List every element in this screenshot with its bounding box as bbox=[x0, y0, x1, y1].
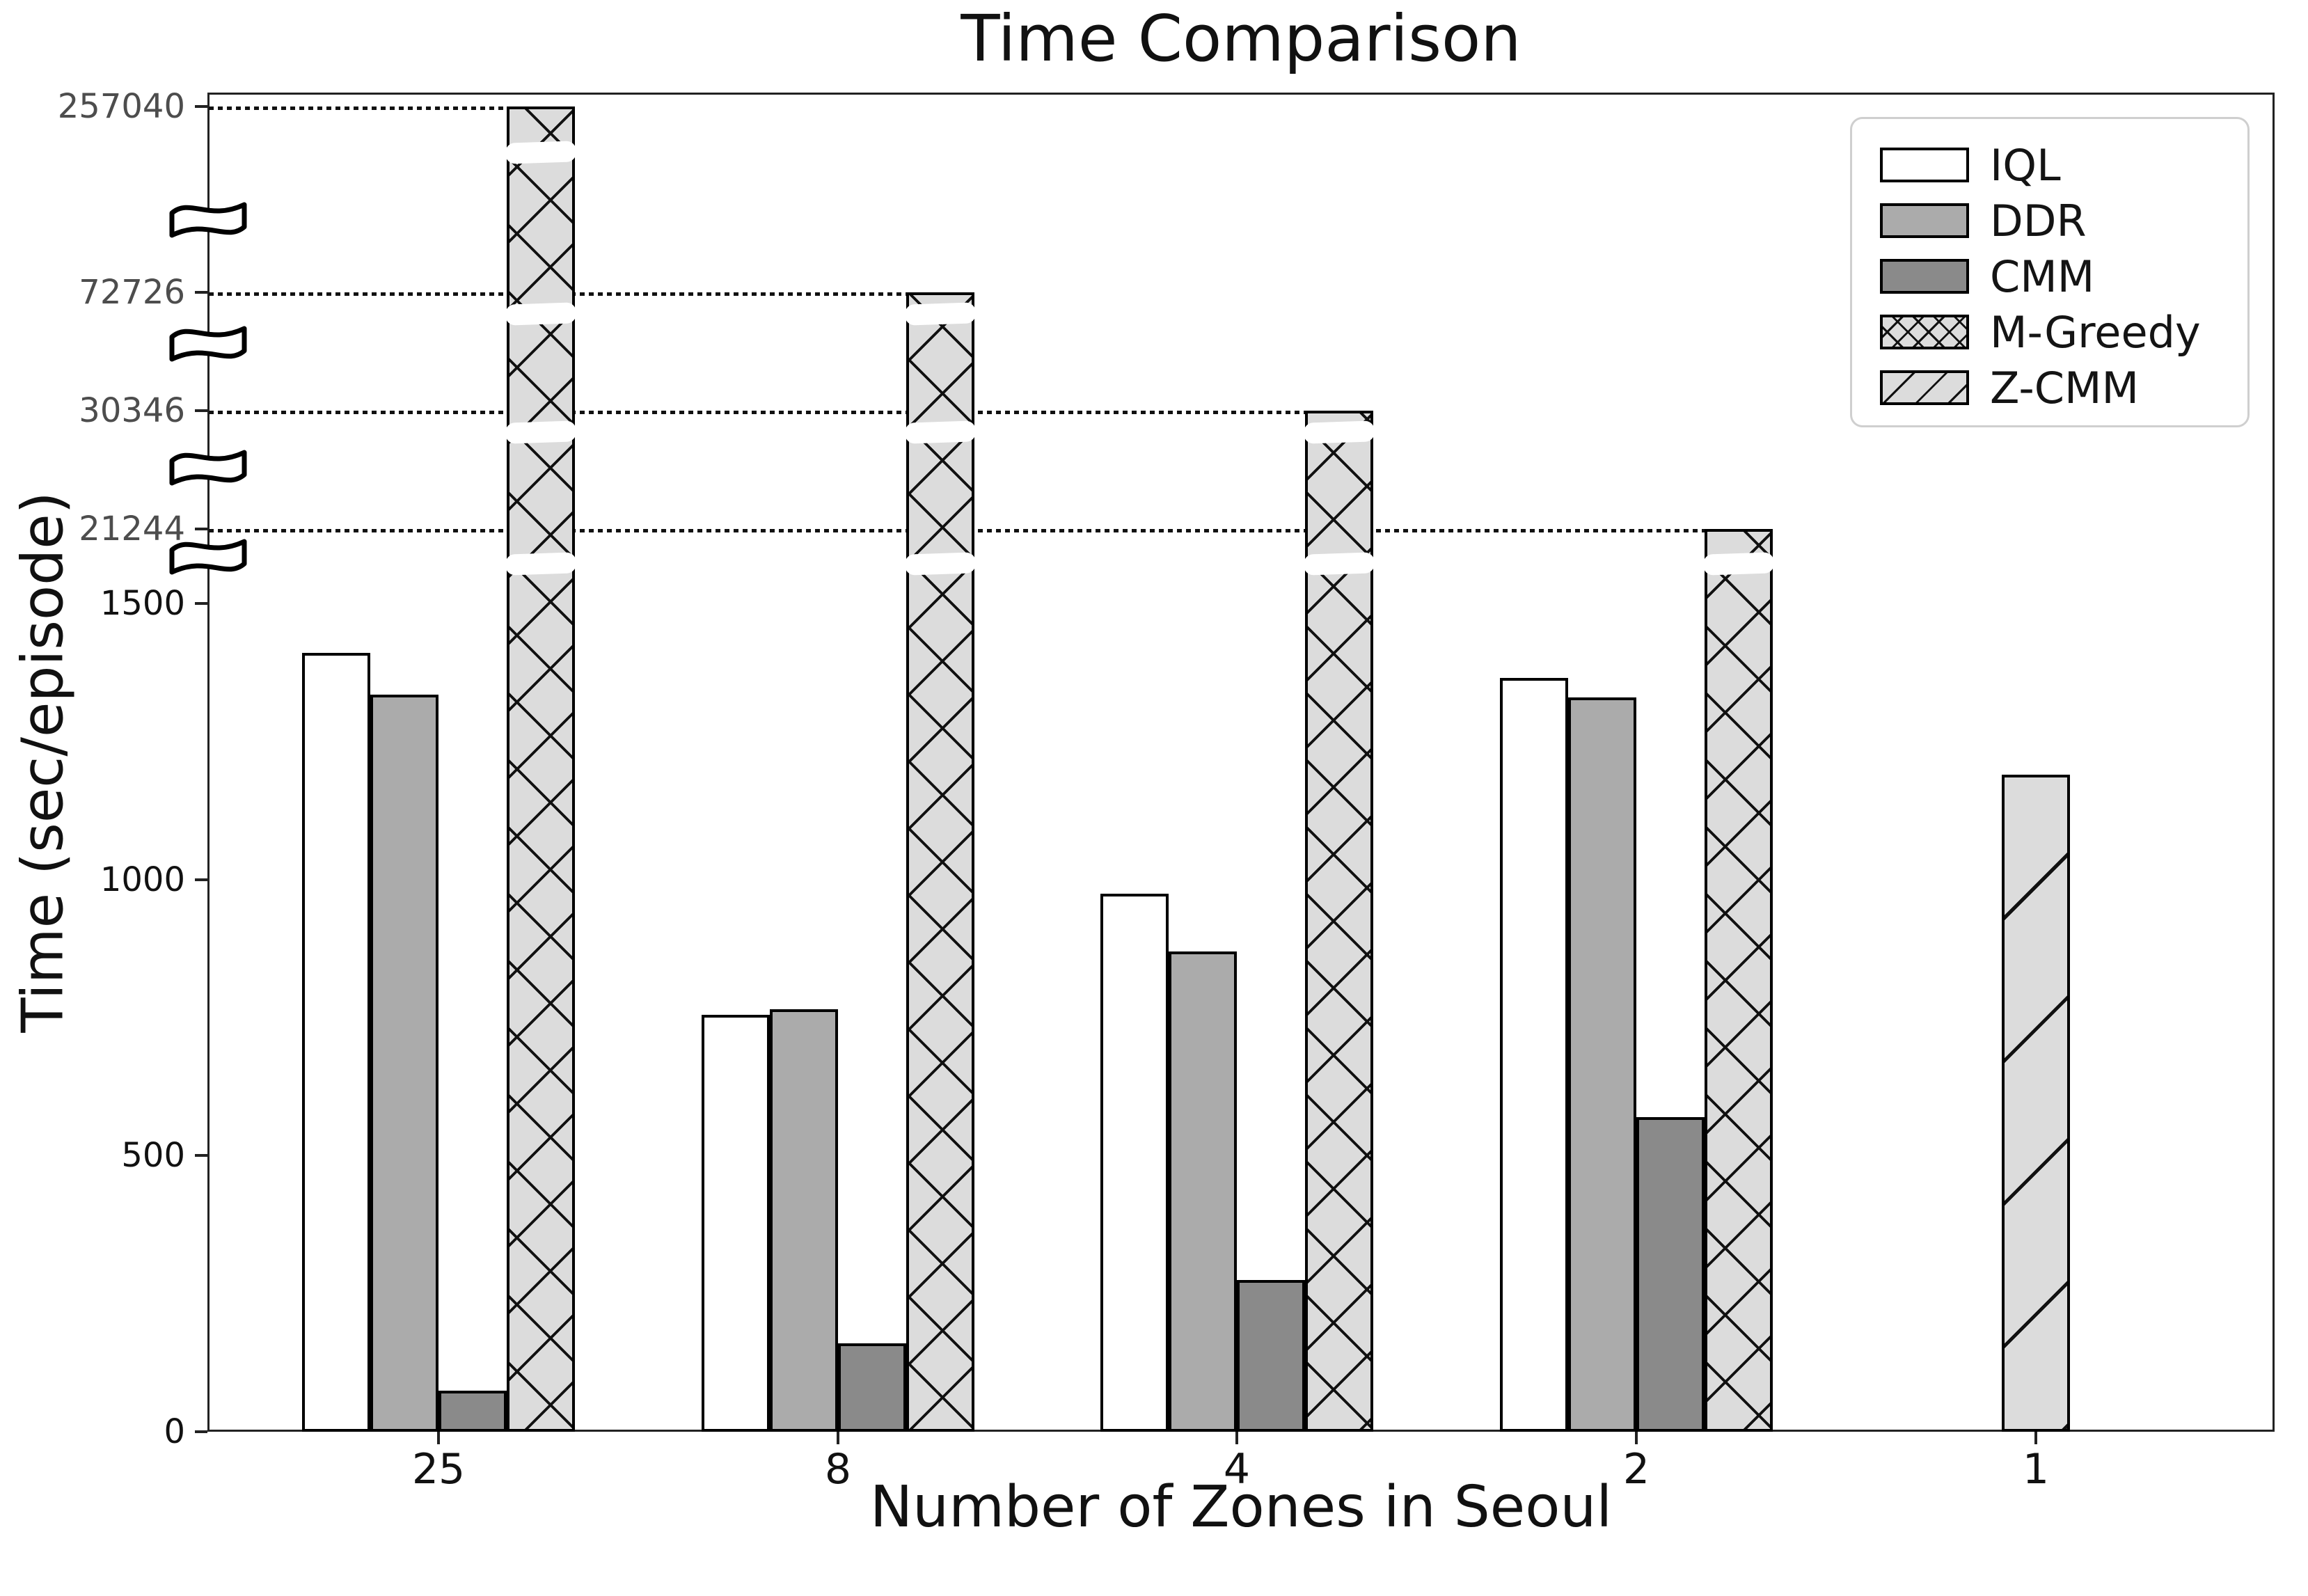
axis-break-icon bbox=[166, 320, 251, 368]
legend-label: Z-CMM bbox=[1990, 362, 2140, 413]
bar-break-gap bbox=[505, 302, 577, 326]
legend-item: DDR bbox=[1880, 193, 2247, 248]
x-tick-label: 2 bbox=[1622, 1445, 1650, 1494]
x-tick-mark bbox=[1635, 1432, 1638, 1444]
bar-ddr-25 bbox=[370, 694, 438, 1432]
bar-break-gap bbox=[505, 552, 577, 576]
x-tick-label: 25 bbox=[411, 1445, 466, 1494]
dotted-guide-line bbox=[209, 106, 507, 110]
bar-break-gap bbox=[1303, 552, 1375, 576]
y-break-tick-mark bbox=[195, 409, 207, 412]
y-break-tick-label: 21244 bbox=[79, 509, 185, 548]
axis-break-icon bbox=[166, 444, 251, 491]
x-tick-mark bbox=[837, 1432, 839, 1444]
dotted-guide-line bbox=[209, 411, 1305, 414]
x-tick-mark bbox=[437, 1432, 440, 1444]
y-tick-mark bbox=[195, 878, 207, 881]
x-axis-label: Number of Zones in Seoul bbox=[869, 1474, 1613, 1540]
y-break-tick-label: 30346 bbox=[79, 391, 185, 430]
bar-cmm-4 bbox=[1237, 1279, 1305, 1432]
bar-break-gap bbox=[1702, 552, 1775, 576]
legend-swatch-cmm bbox=[1880, 259, 1969, 294]
x-tick-mark bbox=[2034, 1432, 2037, 1444]
bar-cmm-2 bbox=[1636, 1116, 1705, 1432]
y-tick-mark bbox=[195, 1430, 207, 1433]
bar-ddr-8 bbox=[770, 1009, 838, 1432]
x-tick-mark bbox=[1235, 1432, 1238, 1444]
legend-label: IQL bbox=[1990, 139, 2061, 191]
bar-break-gap bbox=[505, 141, 577, 164]
bar-break-gap bbox=[904, 552, 977, 576]
x-tick-label: 8 bbox=[824, 1445, 852, 1494]
bar-iql-2 bbox=[1500, 678, 1568, 1432]
legend-item: M-Greedy bbox=[1880, 304, 2247, 360]
bar-break-gap bbox=[1303, 420, 1375, 444]
bar-m-greedy-8 bbox=[904, 292, 977, 1432]
axis-break-icon bbox=[166, 196, 251, 244]
y-break-tick-mark bbox=[195, 528, 207, 530]
y-tick-label: 0 bbox=[164, 1412, 185, 1451]
bar-iql-8 bbox=[702, 1015, 770, 1432]
y-tick-label: 1000 bbox=[100, 860, 185, 899]
y-tick-mark bbox=[195, 1154, 207, 1158]
y-break-tick-label: 257040 bbox=[57, 87, 185, 126]
x-tick-label: 4 bbox=[1223, 1445, 1251, 1494]
y-break-tick-mark bbox=[195, 105, 207, 108]
x-tick-label: 1 bbox=[2022, 1445, 2050, 1494]
legend-swatch-ddr bbox=[1880, 203, 1969, 238]
legend-label: DDR bbox=[1990, 195, 2087, 246]
legend-item: IQL bbox=[1880, 137, 2247, 193]
legend-item: Z-CMM bbox=[1880, 360, 2247, 416]
bar-iql-4 bbox=[1100, 893, 1169, 1432]
y-tick-mark bbox=[195, 602, 207, 605]
bar-cmm-25 bbox=[438, 1390, 507, 1432]
bar-iql-25 bbox=[302, 653, 370, 1432]
bar-break-gap bbox=[904, 420, 977, 444]
bar-ddr-4 bbox=[1169, 951, 1237, 1432]
y-tick-label: 1500 bbox=[100, 584, 185, 623]
chart-title: Time Comparison bbox=[961, 1, 1521, 76]
bar-z-cmm-1 bbox=[2002, 774, 2070, 1432]
legend-swatch-m-greedy bbox=[1880, 315, 1969, 349]
bar-m-greedy-25 bbox=[505, 106, 577, 1432]
bar-cmm-8 bbox=[838, 1343, 906, 1432]
bar-m-greedy-2 bbox=[1702, 529, 1775, 1432]
bar-break-gap bbox=[904, 302, 977, 326]
bar-m-greedy-4 bbox=[1303, 411, 1375, 1432]
legend: IQL DDR CMM M-Greedy Z-CMM bbox=[1850, 117, 2250, 427]
legend-swatch-iql bbox=[1880, 148, 1969, 182]
axis-break-icon bbox=[166, 533, 251, 580]
y-break-tick-label: 72726 bbox=[79, 273, 185, 312]
legend-item: CMM bbox=[1880, 248, 2247, 304]
legend-swatch-z-cmm bbox=[1880, 370, 1969, 405]
y-break-tick-mark bbox=[195, 291, 207, 294]
y-tick-label: 500 bbox=[121, 1136, 185, 1176]
bar-ddr-2 bbox=[1568, 697, 1636, 1432]
bar-break-gap bbox=[505, 420, 577, 444]
legend-label: CMM bbox=[1990, 251, 2095, 302]
legend-label: M-Greedy bbox=[1990, 306, 2201, 358]
